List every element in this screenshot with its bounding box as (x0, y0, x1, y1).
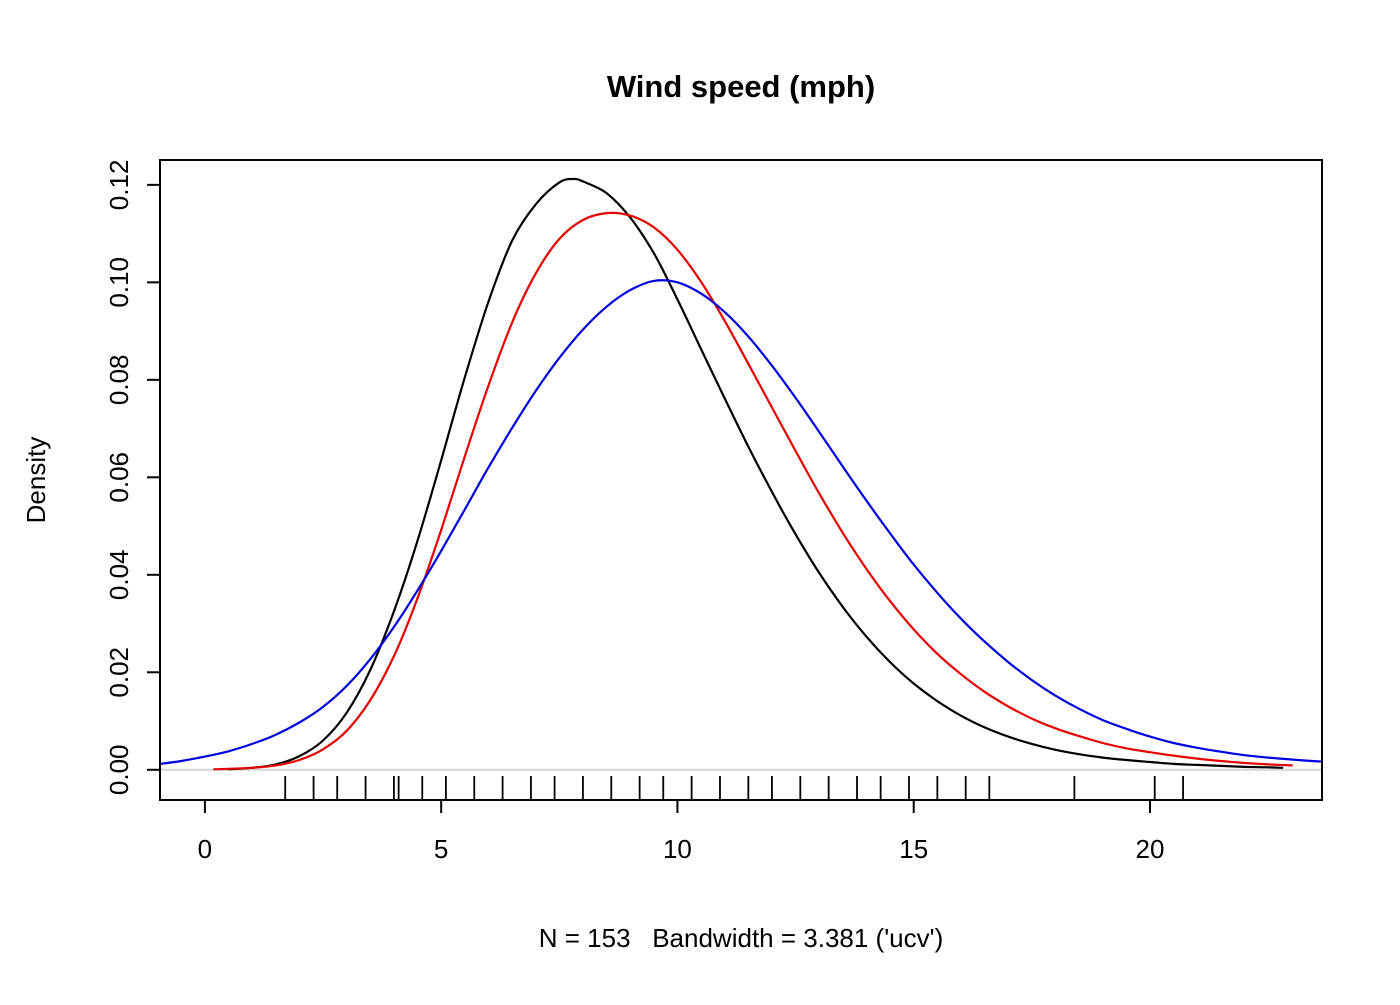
x-tick-label: 20 (1136, 834, 1165, 864)
plot-box (159, 159, 1323, 801)
plot-box-border (159, 159, 1323, 801)
y-tick-label: 0.00 (104, 744, 134, 795)
y-tick-label: 0.02 (104, 647, 134, 698)
x-tick-label: 5 (434, 834, 448, 864)
y-tick-label: 0.08 (104, 354, 134, 405)
x-axis-subtitle: N = 153 Bandwidth = 3.381 ('ucv') (539, 923, 944, 953)
axes: 0 5 10 15 20 0.00 0.02 0.04 0.06 0.08 0.10 0.12 (104, 160, 1164, 864)
density-curves (158, 177, 1322, 771)
x-tick-label: 0 (198, 834, 212, 864)
y-tick-label: 0.12 (104, 160, 134, 211)
y-axis-label: Density (21, 437, 51, 524)
chart-title: Wind speed (mph) (607, 69, 875, 104)
x-tick-label: 15 (899, 834, 928, 864)
y-tick-label: 0.06 (104, 452, 134, 503)
curve-density-blue (158, 279, 1322, 765)
y-tick-label: 0.10 (104, 257, 134, 308)
y-tick-label: 0.04 (104, 549, 134, 600)
x-tick-label: 10 (663, 834, 692, 864)
rug-marks (284, 776, 1184, 800)
curve-density-red (213, 211, 1293, 771)
curve-density-default (227, 177, 1284, 771)
